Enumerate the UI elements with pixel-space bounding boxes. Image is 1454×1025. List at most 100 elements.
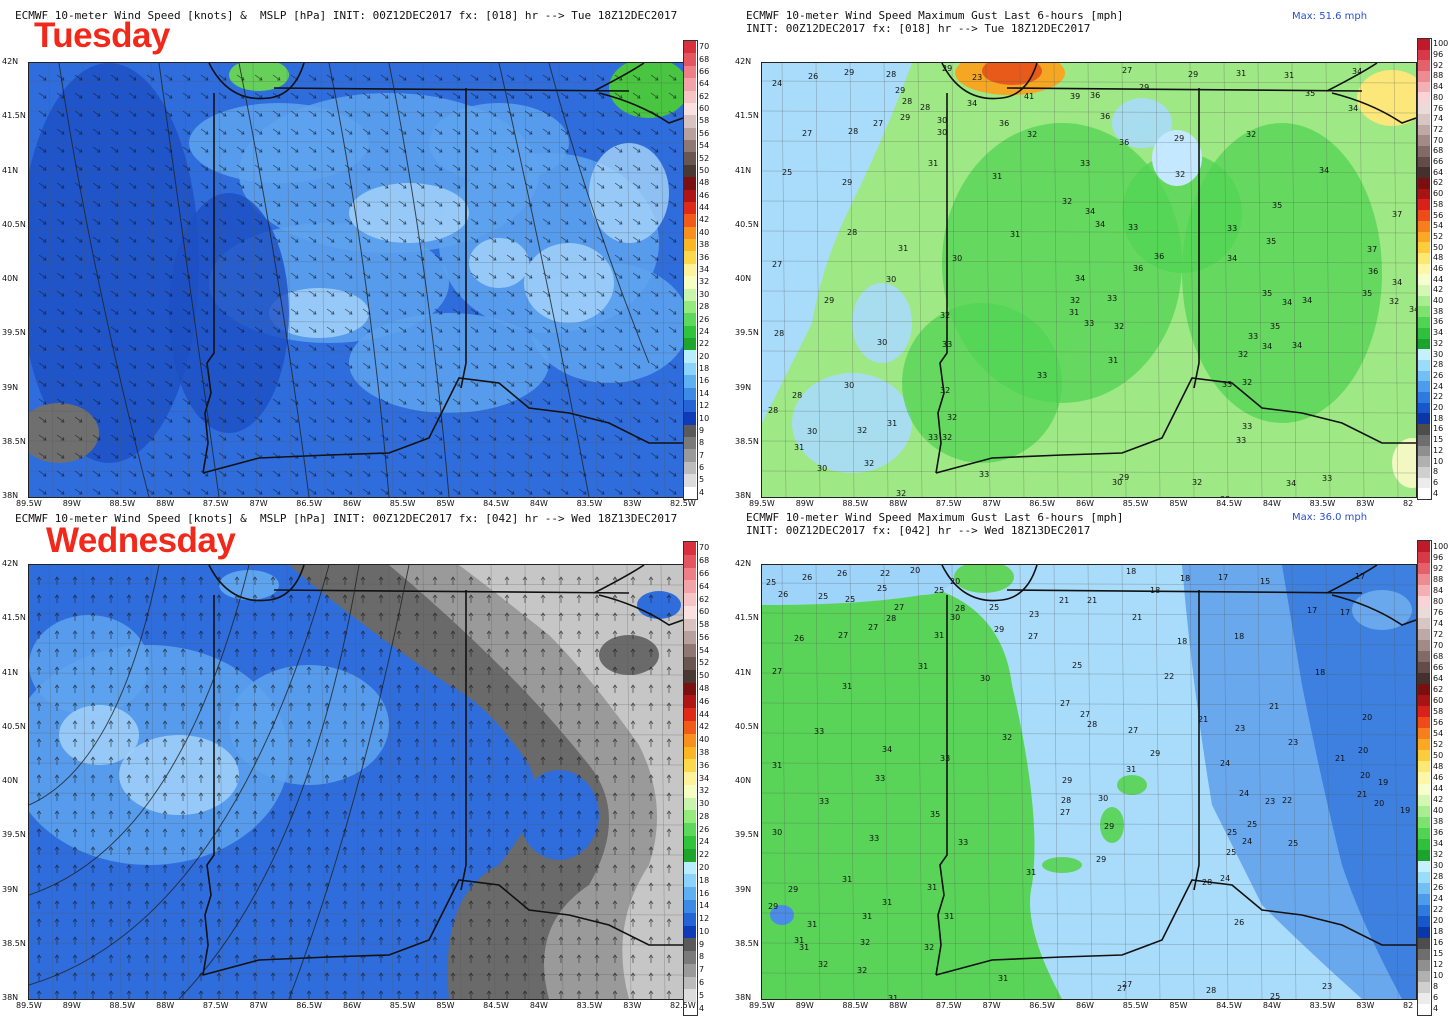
wind-arrow bbox=[200, 110, 209, 117]
wind-arrow bbox=[200, 218, 209, 225]
wind-arrow bbox=[270, 594, 276, 603]
wind-arrow bbox=[470, 380, 479, 387]
county-line bbox=[883, 63, 889, 497]
wind-arrow bbox=[182, 434, 191, 441]
wind-arrow bbox=[126, 630, 132, 639]
gust-value-label: 32 bbox=[818, 960, 828, 969]
wind-arrow bbox=[578, 488, 587, 495]
wind-arrow bbox=[488, 326, 497, 333]
wind-arrow bbox=[92, 74, 101, 81]
wind-arrow bbox=[614, 308, 623, 315]
wind-arrow bbox=[110, 74, 119, 81]
isobar bbox=[238, 63, 310, 497]
wind-arrow bbox=[596, 164, 605, 171]
wind-arrow bbox=[144, 684, 150, 693]
wind-arrow bbox=[504, 702, 510, 711]
wind-arrow bbox=[468, 720, 474, 729]
colorbar-tick: 40 bbox=[1433, 806, 1444, 816]
wind-arrow bbox=[380, 164, 389, 171]
wind-arrow bbox=[650, 218, 659, 225]
wind-arrow bbox=[542, 92, 551, 99]
wind-arrow bbox=[218, 398, 227, 405]
wind-arrow bbox=[522, 594, 528, 603]
wind-arrow bbox=[668, 380, 677, 387]
wind-arrow bbox=[434, 344, 443, 351]
gust-value-label: 33 bbox=[1222, 380, 1232, 389]
wind-arrow bbox=[668, 326, 677, 333]
lat-tick-label: 39N bbox=[735, 884, 752, 894]
wind-arrow bbox=[650, 254, 659, 261]
wind-arrow bbox=[594, 594, 600, 603]
wind-arrow bbox=[414, 720, 420, 729]
wind-arrow bbox=[558, 702, 564, 711]
wind-arrow bbox=[234, 648, 240, 657]
map-gust-mph[interactable]: 25 26 26 22 20 25 20 25 26 25 25 27 28 30 28 27 27 26 31 29… bbox=[761, 564, 1417, 1000]
wind-arrow bbox=[342, 756, 348, 765]
wind-arrow bbox=[200, 326, 209, 333]
wind-arrow bbox=[506, 74, 515, 81]
wind-arrow bbox=[110, 416, 119, 423]
wind-arrow bbox=[56, 452, 65, 459]
wind-arrow bbox=[470, 128, 479, 135]
wind-arrow bbox=[146, 326, 155, 333]
wind-arrow bbox=[416, 236, 425, 243]
wind-arrow bbox=[216, 684, 222, 693]
wind-arrow bbox=[432, 720, 438, 729]
wind-arrow bbox=[560, 398, 569, 405]
wind-arrow bbox=[650, 92, 659, 99]
county-line bbox=[456, 565, 462, 999]
wind-arrow bbox=[596, 434, 605, 441]
colorbar-tick: 80 bbox=[1433, 92, 1444, 102]
gust-value-label: 28 bbox=[1206, 986, 1216, 995]
wind-arrow bbox=[506, 92, 515, 99]
wind-arrow bbox=[164, 218, 173, 225]
wind-arrow bbox=[668, 470, 677, 477]
wind-arrow bbox=[578, 398, 587, 405]
wind-arrow bbox=[182, 380, 191, 387]
wind-arrow bbox=[146, 74, 155, 81]
wind-arrow bbox=[92, 380, 101, 387]
wind-arrow bbox=[434, 398, 443, 405]
wind-arrow bbox=[198, 648, 204, 657]
wind-arrow bbox=[380, 74, 389, 81]
colorbar-swatch bbox=[1418, 706, 1430, 718]
wind-arrow bbox=[56, 218, 65, 225]
map-wind-speed-knots[interactable] bbox=[28, 564, 684, 1000]
wind-arrow bbox=[182, 362, 191, 369]
wind-arrow bbox=[164, 326, 173, 333]
wind-arrow bbox=[144, 774, 150, 783]
colorbar-swatch bbox=[1418, 381, 1430, 393]
county-line bbox=[354, 565, 360, 999]
lat-tick-label: 38N bbox=[2, 491, 19, 500]
colorbar-tick: 70 bbox=[1433, 135, 1444, 145]
wind-arrow bbox=[74, 74, 83, 81]
wind-arrow bbox=[416, 362, 425, 369]
county-line bbox=[1019, 63, 1025, 497]
colorbar-swatch bbox=[1418, 750, 1430, 762]
colorbar-swatch bbox=[1418, 327, 1430, 340]
wind-arrow bbox=[110, 218, 119, 225]
gust-value-label: 29 bbox=[942, 64, 952, 73]
wind-arrow bbox=[252, 630, 258, 639]
wind-arrow bbox=[596, 362, 605, 369]
colorbar-tick: 92 bbox=[1433, 563, 1444, 573]
wind-arrow bbox=[324, 756, 330, 765]
colorbar-swatch bbox=[1418, 466, 1430, 479]
wind-arrow bbox=[234, 594, 240, 603]
panel-header-line1: ECMWF 10-meter Wind Speed [knots] & MSLP… bbox=[15, 512, 678, 525]
colorbar-tick: 7 bbox=[699, 450, 705, 460]
colorbar-swatch bbox=[1418, 651, 1430, 663]
wind-arrow bbox=[92, 362, 101, 369]
map-gust-mph[interactable]: 24 26 29 28 29 23 29 28 28 29 27 28 27 25 29 30 30 31 34 41… bbox=[761, 62, 1417, 498]
wind-arrow bbox=[128, 434, 137, 441]
wind-arrow bbox=[162, 720, 168, 729]
wind-arrow bbox=[596, 452, 605, 459]
wind-arrow bbox=[380, 326, 389, 333]
map-wind-speed-knots[interactable] bbox=[28, 62, 684, 498]
wind-arrow bbox=[632, 470, 641, 477]
colorbar-tick: 64 bbox=[1433, 673, 1444, 683]
county-line bbox=[592, 63, 598, 497]
lon-tick-label: 89W bbox=[62, 499, 81, 508]
gust-value-label: 35 bbox=[1270, 322, 1280, 331]
wind-arrow bbox=[488, 182, 497, 189]
